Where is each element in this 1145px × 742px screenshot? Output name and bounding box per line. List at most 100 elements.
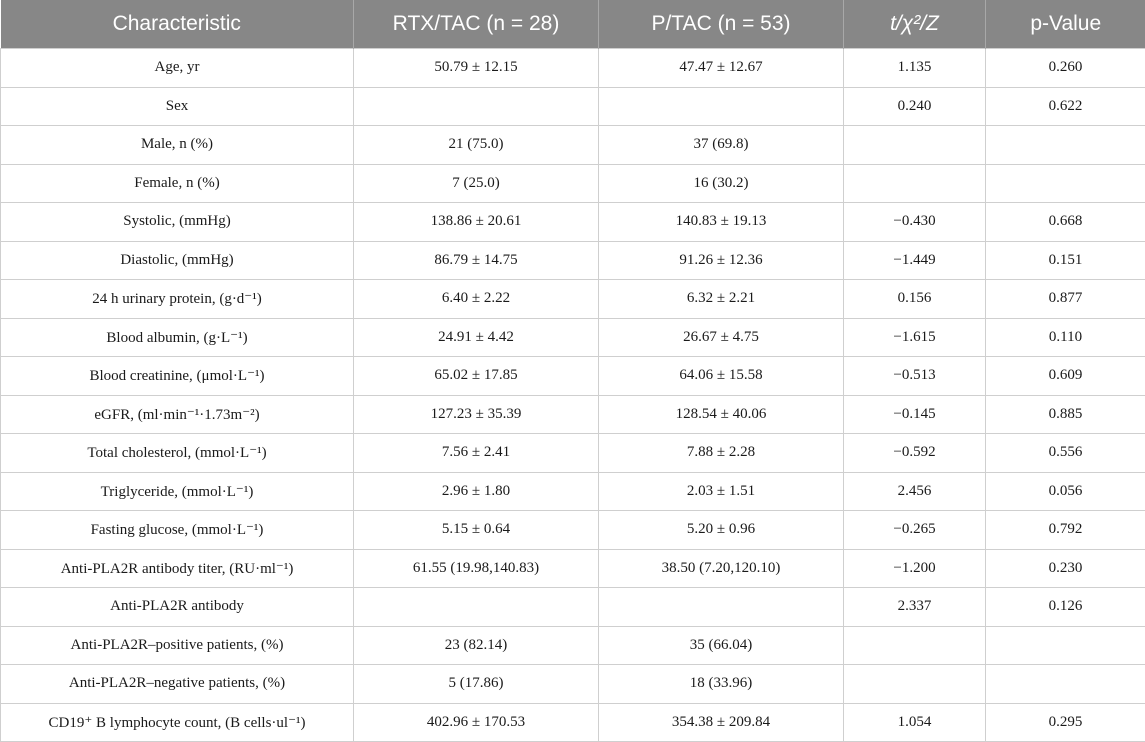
cell-characteristic: Anti-PLA2R antibody bbox=[1, 588, 354, 627]
cell-characteristic: Systolic, (mmHg) bbox=[1, 203, 354, 242]
cell-rtx-tac bbox=[354, 87, 599, 126]
cell-statistic: 0.156 bbox=[844, 280, 986, 319]
cell-p-value: 0.885 bbox=[986, 395, 1145, 434]
cell-p-tac: 6.32 ± 2.21 bbox=[599, 280, 844, 319]
cell-p-tac: 38.50 (7.20,120.10) bbox=[599, 549, 844, 588]
cell-rtx-tac: 138.86 ± 20.61 bbox=[354, 203, 599, 242]
cell-characteristic: Female, n (%) bbox=[1, 164, 354, 203]
cell-statistic: −0.513 bbox=[844, 357, 986, 396]
cell-p-tac: 16 (30.2) bbox=[599, 164, 844, 203]
cell-rtx-tac: 127.23 ± 35.39 bbox=[354, 395, 599, 434]
cell-rtx-tac: 7.56 ± 2.41 bbox=[354, 434, 599, 473]
cell-characteristic: Blood creatinine, (μmol·L⁻¹) bbox=[1, 357, 354, 396]
cell-statistic bbox=[844, 626, 986, 665]
cell-p-value bbox=[986, 126, 1145, 165]
table-row: Female, n (%)7 (25.0)16 (30.2) bbox=[1, 164, 1145, 203]
cell-statistic bbox=[844, 164, 986, 203]
cell-p-tac: 140.83 ± 19.13 bbox=[599, 203, 844, 242]
cell-characteristic: eGFR, (ml·min⁻¹·1.73m⁻²) bbox=[1, 395, 354, 434]
cell-rtx-tac: 61.55 (19.98,140.83) bbox=[354, 549, 599, 588]
cell-p-tac: 18 (33.96) bbox=[599, 665, 844, 704]
cell-p-tac: 26.67 ± 4.75 bbox=[599, 318, 844, 357]
cell-characteristic: CD19⁺ B lymphocyte count, (B cells·ul⁻¹) bbox=[1, 703, 354, 742]
header-p-tac: P/TAC (n = 53) bbox=[599, 0, 844, 49]
cell-rtx-tac: 6.40 ± 2.22 bbox=[354, 280, 599, 319]
cell-characteristic: Anti-PLA2R antibody titer, (RU·ml⁻¹) bbox=[1, 549, 354, 588]
cell-statistic: −1.615 bbox=[844, 318, 986, 357]
cell-p-value: 0.151 bbox=[986, 241, 1145, 280]
cell-rtx-tac: 23 (82.14) bbox=[354, 626, 599, 665]
cell-p-tac: 354.38 ± 209.84 bbox=[599, 703, 844, 742]
cell-characteristic: Anti-PLA2R–positive patients, (%) bbox=[1, 626, 354, 665]
cell-p-tac: 5.20 ± 0.96 bbox=[599, 511, 844, 550]
cell-rtx-tac: 24.91 ± 4.42 bbox=[354, 318, 599, 357]
cell-statistic bbox=[844, 665, 986, 704]
cell-p-tac: 35 (66.04) bbox=[599, 626, 844, 665]
cell-statistic: 1.054 bbox=[844, 703, 986, 742]
cell-p-value: 0.295 bbox=[986, 703, 1145, 742]
cell-p-value: 0.556 bbox=[986, 434, 1145, 473]
table-header: Characteristic RTX/TAC (n = 28) P/TAC (n… bbox=[1, 0, 1145, 49]
cell-statistic: −1.200 bbox=[844, 549, 986, 588]
cell-statistic: 2.456 bbox=[844, 472, 986, 511]
cell-statistic: −0.592 bbox=[844, 434, 986, 473]
cell-p-value: 0.260 bbox=[986, 49, 1145, 88]
cell-characteristic: Male, n (%) bbox=[1, 126, 354, 165]
cell-characteristic: Triglyceride, (mmol·L⁻¹) bbox=[1, 472, 354, 511]
table-row: Male, n (%)21 (75.0)37 (69.8) bbox=[1, 126, 1145, 165]
table-row: Blood creatinine, (μmol·L⁻¹)65.02 ± 17.8… bbox=[1, 357, 1145, 396]
cell-p-tac: 91.26 ± 12.36 bbox=[599, 241, 844, 280]
cell-rtx-tac: 2.96 ± 1.80 bbox=[354, 472, 599, 511]
header-row: Characteristic RTX/TAC (n = 28) P/TAC (n… bbox=[1, 0, 1145, 49]
cell-rtx-tac: 65.02 ± 17.85 bbox=[354, 357, 599, 396]
cell-statistic: −1.449 bbox=[844, 241, 986, 280]
cell-p-tac bbox=[599, 87, 844, 126]
cell-p-value bbox=[986, 164, 1145, 203]
cell-characteristic: 24 h urinary protein, (g·d⁻¹) bbox=[1, 280, 354, 319]
cell-characteristic: Anti-PLA2R–negative patients, (%) bbox=[1, 665, 354, 704]
cell-rtx-tac: 7 (25.0) bbox=[354, 164, 599, 203]
header-statistic: t/χ²/Z bbox=[844, 0, 986, 49]
cell-statistic: −0.145 bbox=[844, 395, 986, 434]
cell-p-value bbox=[986, 665, 1145, 704]
cell-characteristic: Age, yr bbox=[1, 49, 354, 88]
cell-p-tac: 128.54 ± 40.06 bbox=[599, 395, 844, 434]
cell-p-value: 0.792 bbox=[986, 511, 1145, 550]
cell-rtx-tac: 21 (75.0) bbox=[354, 126, 599, 165]
cell-p-value bbox=[986, 626, 1145, 665]
cell-characteristic: Blood albumin, (g·L⁻¹) bbox=[1, 318, 354, 357]
cell-p-tac: 2.03 ± 1.51 bbox=[599, 472, 844, 511]
cell-rtx-tac: 50.79 ± 12.15 bbox=[354, 49, 599, 88]
header-p-value: p-Value bbox=[986, 0, 1145, 49]
cell-rtx-tac: 5.15 ± 0.64 bbox=[354, 511, 599, 550]
cell-p-tac: 47.47 ± 12.67 bbox=[599, 49, 844, 88]
cell-p-tac: 64.06 ± 15.58 bbox=[599, 357, 844, 396]
table-row: Total cholesterol, (mmol·L⁻¹)7.56 ± 2.41… bbox=[1, 434, 1145, 473]
cell-p-tac bbox=[599, 588, 844, 627]
cell-statistic: −0.430 bbox=[844, 203, 986, 242]
cell-statistic bbox=[844, 126, 986, 165]
cell-rtx-tac: 86.79 ± 14.75 bbox=[354, 241, 599, 280]
cell-p-value: 0.622 bbox=[986, 87, 1145, 126]
cell-p-tac: 37 (69.8) bbox=[599, 126, 844, 165]
table-row: CD19⁺ B lymphocyte count, (B cells·ul⁻¹)… bbox=[1, 703, 1145, 742]
header-characteristic: Characteristic bbox=[1, 0, 354, 49]
cell-characteristic: Total cholesterol, (mmol·L⁻¹) bbox=[1, 434, 354, 473]
cell-p-value: 0.110 bbox=[986, 318, 1145, 357]
cell-rtx-tac: 402.96 ± 170.53 bbox=[354, 703, 599, 742]
cell-p-tac: 7.88 ± 2.28 bbox=[599, 434, 844, 473]
cell-characteristic: Sex bbox=[1, 87, 354, 126]
cell-characteristic: Fasting glucose, (mmol·L⁻¹) bbox=[1, 511, 354, 550]
cell-rtx-tac bbox=[354, 588, 599, 627]
table-row: Anti-PLA2R–positive patients, (%)23 (82.… bbox=[1, 626, 1145, 665]
cell-rtx-tac: 5 (17.86) bbox=[354, 665, 599, 704]
